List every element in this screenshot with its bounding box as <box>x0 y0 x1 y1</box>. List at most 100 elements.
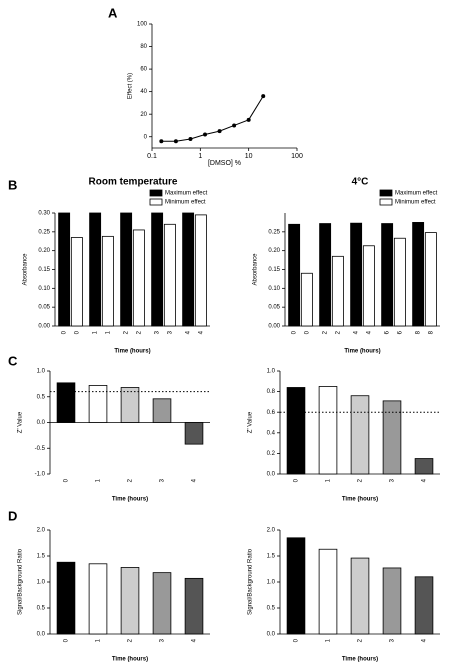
y-axis-label: Signal/Background Ratio <box>248 548 254 615</box>
legend-swatch <box>149 198 163 206</box>
bar <box>288 223 301 327</box>
y-tick-label: -0.5 <box>35 446 46 452</box>
y-axis-label: Z' Value <box>18 411 24 433</box>
legend-swatch <box>379 189 393 197</box>
chart-title: 4°C <box>352 177 369 188</box>
data-point <box>232 123 237 128</box>
bar <box>424 232 437 327</box>
x-tick-label: 6 <box>397 330 403 334</box>
bar <box>184 577 204 635</box>
y-tick-label: 0.10 <box>38 286 50 292</box>
bar <box>151 212 164 327</box>
panel-letter: D <box>8 508 17 523</box>
x-tick-label: 0 <box>74 330 80 334</box>
x-tick-label: 2 <box>323 330 329 334</box>
data-point <box>261 94 266 99</box>
legend-swatch <box>149 189 163 197</box>
chart-title: Room temperature <box>89 177 178 188</box>
bar <box>152 572 172 635</box>
x-tick-label: 4 <box>354 330 360 334</box>
bar <box>132 229 145 327</box>
x-tick-label: 2 <box>335 330 341 334</box>
y-tick-label: 0.0 <box>37 632 46 638</box>
x-tick-label: 0 <box>292 330 298 334</box>
x-tick-label: 8 <box>428 330 434 334</box>
data-point <box>159 139 164 144</box>
x-tick-label: 2 <box>128 478 134 482</box>
y-tick-label: 1.5 <box>267 554 276 560</box>
x-tick-label: 2 <box>136 330 142 334</box>
bar <box>319 223 332 327</box>
y-tick-label: 0.00 <box>268 324 280 330</box>
x-axis-label: [DMSO] % <box>208 160 241 167</box>
y-tick-label: 0.8 <box>267 389 276 395</box>
bar <box>182 212 195 327</box>
x-tick-label: 6 <box>385 330 391 334</box>
x-axis-label: Time (hours) <box>114 349 150 355</box>
x-tick-label: 10 <box>245 153 253 160</box>
x-axis-label: Time (hours) <box>342 497 378 503</box>
bar <box>152 398 172 423</box>
bar <box>414 576 434 635</box>
bar <box>163 223 176 327</box>
x-tick-label: 3 <box>160 478 166 482</box>
data-point <box>203 132 208 137</box>
y-tick-label: 0.30 <box>38 211 50 217</box>
x-tick-label: 4 <box>192 478 198 482</box>
y-tick-label: 0.25 <box>268 229 280 235</box>
x-tick-label: 0 <box>294 478 300 482</box>
bar <box>300 272 313 327</box>
bar <box>381 223 394 327</box>
y-tick-label: -1.0 <box>35 472 46 478</box>
bar <box>350 395 370 475</box>
x-tick-label: 3 <box>390 638 396 642</box>
bar <box>382 400 402 475</box>
y-tick-label: 0.0 <box>267 472 276 478</box>
x-tick-label: 1 <box>105 330 111 334</box>
y-tick-label: 1.0 <box>37 369 46 375</box>
x-tick-label: 4 <box>198 330 204 334</box>
y-tick-label: 100 <box>137 22 148 28</box>
x-tick-label: 0 <box>304 330 310 334</box>
y-tick-label: 0.25 <box>38 229 50 235</box>
x-axis-label: Time (hours) <box>342 657 378 663</box>
x-tick-label: 1 <box>96 478 102 482</box>
y-tick-label: 20 <box>140 112 147 118</box>
y-tick-label: 80 <box>140 44 147 50</box>
y-tick-label: 40 <box>140 89 147 95</box>
legend-label: Minimum effect <box>165 200 206 206</box>
y-tick-label: 0.20 <box>38 248 50 254</box>
legend-label: Minimum effect <box>395 200 436 206</box>
bar <box>88 385 108 423</box>
y-axis-label: Z' Value <box>248 411 254 433</box>
y-tick-label: 0 <box>144 134 148 140</box>
x-axis-label: Time (hours) <box>112 657 148 663</box>
data-point <box>188 136 193 141</box>
x-tick-label: 4 <box>366 330 372 334</box>
y-axis-label: Absorbance <box>253 253 259 286</box>
x-tick-label: 4 <box>186 330 192 334</box>
y-tick-label: 2.0 <box>37 528 46 534</box>
y-axis-label: Signal/Background Ratio <box>18 548 24 615</box>
y-tick-label: 1.5 <box>37 554 46 560</box>
bar <box>382 567 402 635</box>
x-tick-label: 4 <box>422 638 428 642</box>
bar <box>286 537 306 635</box>
y-tick-label: 60 <box>140 67 147 73</box>
y-tick-label: 0.00 <box>38 324 50 330</box>
y-axis-label: Absorbance <box>23 253 29 286</box>
bar <box>56 561 76 635</box>
y-tick-label: 1.0 <box>37 580 46 586</box>
legend-label: Maximum effect <box>395 191 438 197</box>
y-tick-label: 1.0 <box>267 369 276 375</box>
legend-label: Maximum effect <box>165 191 208 197</box>
bar <box>120 387 140 423</box>
bar <box>89 212 102 327</box>
y-tick-label: 0.10 <box>268 286 280 292</box>
x-tick-label: 1 <box>93 330 99 334</box>
y-tick-label: 0.5 <box>37 606 46 612</box>
x-tick-label: 3 <box>167 330 173 334</box>
data-point <box>173 139 178 144</box>
y-tick-label: 0.2 <box>267 451 276 457</box>
